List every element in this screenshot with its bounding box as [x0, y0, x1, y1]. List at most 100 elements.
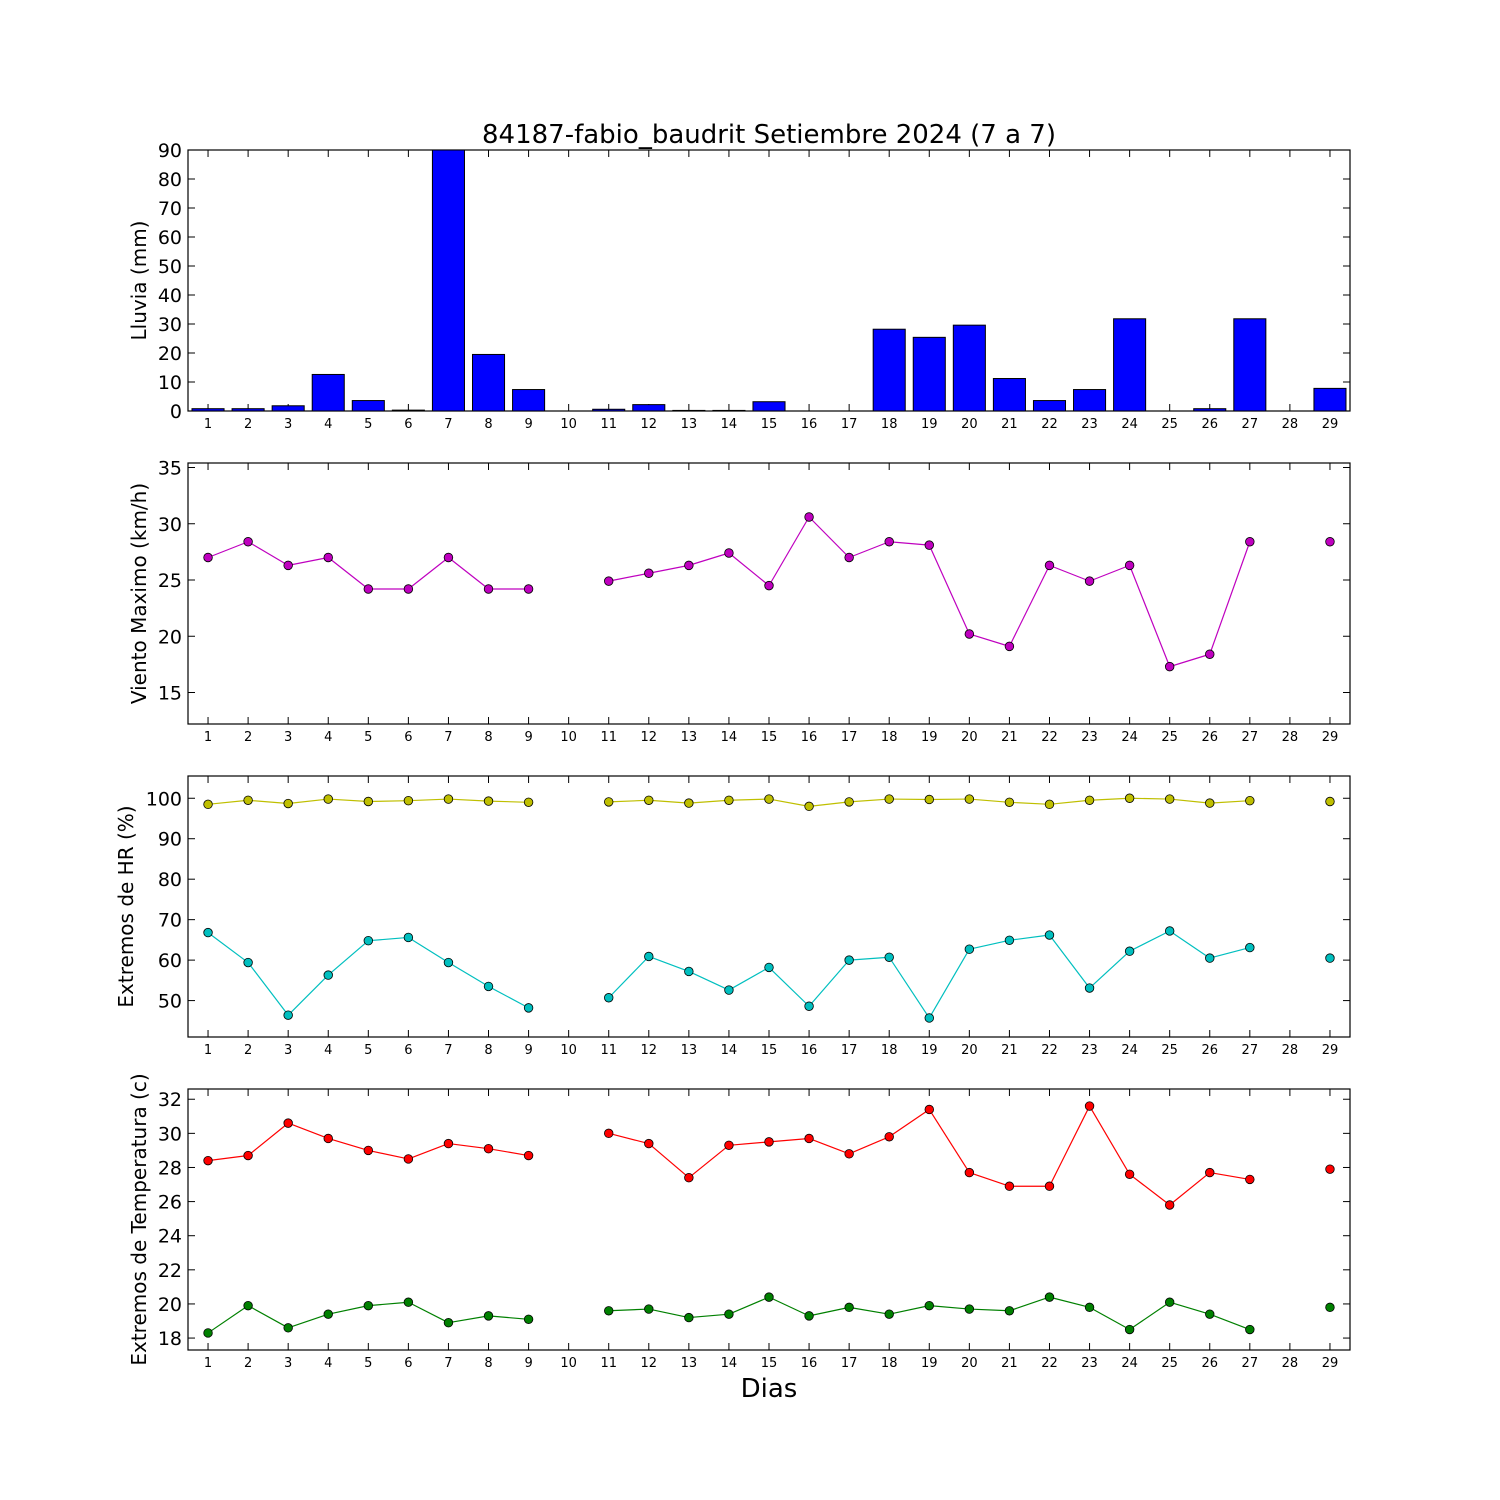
series-line: [728, 798, 770, 801]
data-point: [684, 1312, 694, 1323]
x-tick-label: 21: [1001, 417, 1018, 432]
series-line: [608, 1132, 649, 1145]
data-point: [1004, 797, 1015, 808]
x-tick-label: 4: [324, 1043, 332, 1058]
x-tick-label: 2: [244, 1356, 252, 1371]
x-tick-label: 20: [961, 730, 978, 745]
y-tick-label: 90: [158, 829, 182, 851]
bar: [992, 378, 1026, 412]
series-line: [247, 1305, 289, 1329]
x-tick-label: 6: [404, 1043, 412, 1058]
y-tick-label: 24: [158, 1226, 182, 1248]
data-point: [964, 1304, 975, 1314]
series-line: [368, 1149, 409, 1160]
series-line: [768, 798, 810, 807]
x-tick-label: 14: [721, 417, 738, 432]
x-tick-label: 7: [444, 1043, 452, 1058]
x-tick-label: 12: [641, 1356, 658, 1371]
data-point: [884, 1309, 894, 1319]
series-line: [808, 1137, 850, 1155]
series-line: [608, 572, 649, 582]
x-tick-label: 3: [284, 417, 292, 432]
series-line: [768, 1296, 810, 1317]
x-axis-label: Dias: [741, 1374, 798, 1404]
y-tick-label: 20: [158, 343, 182, 365]
y-tick-label: 100: [146, 788, 182, 810]
series-line: [1008, 565, 1051, 647]
data-point: [884, 952, 894, 962]
series-line: [969, 1172, 1010, 1187]
x-tick-label: 7: [444, 730, 452, 745]
data-point: [604, 993, 614, 1003]
x-tick-label: 12: [641, 1043, 658, 1058]
data-point: [924, 1013, 934, 1023]
series-line: [1209, 800, 1250, 804]
x-tick-label: 27: [1242, 417, 1259, 432]
x-tick-label: 25: [1161, 1043, 1178, 1058]
series-line: [368, 936, 409, 942]
x-tick-label: 19: [921, 417, 938, 432]
series-line: [408, 798, 449, 802]
bar: [512, 389, 546, 412]
x-tick-label: 5: [364, 1043, 372, 1058]
data-point: [1124, 560, 1135, 571]
data-point: [1044, 799, 1055, 810]
series-line: [368, 800, 409, 803]
x-tick-label: 17: [841, 1043, 858, 1058]
series-line: [1129, 565, 1171, 667]
series-line: [648, 955, 690, 973]
x-tick-label: 24: [1121, 1043, 1138, 1058]
x-tick-label: 14: [721, 1043, 738, 1058]
series-line: [848, 1136, 890, 1155]
data-point: [604, 797, 614, 807]
data-point: [403, 1297, 414, 1307]
x-tick-label: 1: [204, 1356, 212, 1371]
data-point: [483, 981, 494, 992]
y-tick-label: 10: [158, 372, 182, 394]
data-point: [964, 629, 975, 639]
bar: [191, 408, 225, 412]
bar: [1313, 387, 1347, 412]
series-line: [1209, 541, 1251, 655]
data-point: [964, 794, 975, 804]
x-tick-label: 26: [1201, 1356, 1218, 1371]
data-point: [1245, 942, 1255, 953]
series-line: [648, 799, 689, 804]
x-tick-label: 23: [1081, 1356, 1098, 1371]
x-tick-label: 10: [560, 417, 577, 432]
bar: [752, 401, 786, 412]
y-tick-label: 60: [158, 950, 182, 972]
data-point: [1205, 798, 1215, 808]
x-tick-label: 15: [761, 1043, 778, 1058]
data-point: [804, 512, 814, 522]
x-tick-label: 10: [560, 1356, 577, 1371]
series-line: [1129, 930, 1170, 952]
x-tick-label: 26: [1201, 417, 1218, 432]
data-point: [443, 1318, 454, 1328]
x-tick-label: 14: [721, 730, 738, 745]
x-tick-label: 14: [721, 1356, 738, 1371]
x-tick-label: 13: [681, 1356, 698, 1371]
x-tick-label: 13: [681, 1043, 698, 1058]
x-tick-label: 15: [761, 730, 778, 745]
x-tick-label: 17: [841, 417, 858, 432]
x-tick-label: 18: [881, 1043, 898, 1058]
series-line: [1169, 1301, 1210, 1315]
series-line: [849, 1306, 890, 1315]
x-tick-label: 20: [961, 417, 978, 432]
series-line: [608, 1308, 649, 1312]
bar: [431, 149, 465, 412]
data-point: [644, 568, 654, 578]
data-point: [1245, 537, 1255, 547]
data-point: [764, 1137, 774, 1147]
series-line: [1089, 564, 1130, 582]
x-tick-label: 8: [484, 730, 492, 745]
y-tick-label: 40: [158, 285, 182, 307]
data-point: [1245, 1174, 1255, 1185]
data-point: [884, 794, 894, 804]
x-tick-label: 20: [961, 1356, 978, 1371]
data-point: [764, 794, 774, 804]
data-point: [323, 1133, 333, 1144]
